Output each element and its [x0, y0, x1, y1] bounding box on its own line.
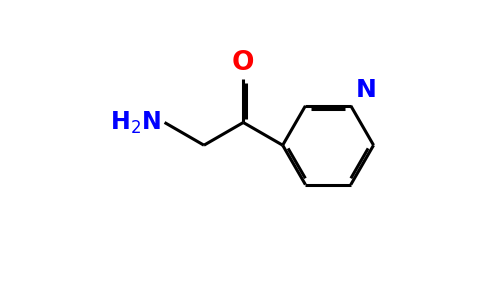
Text: N: N — [356, 78, 377, 102]
Text: H$_2$N: H$_2$N — [110, 110, 161, 136]
Text: O: O — [232, 50, 255, 76]
